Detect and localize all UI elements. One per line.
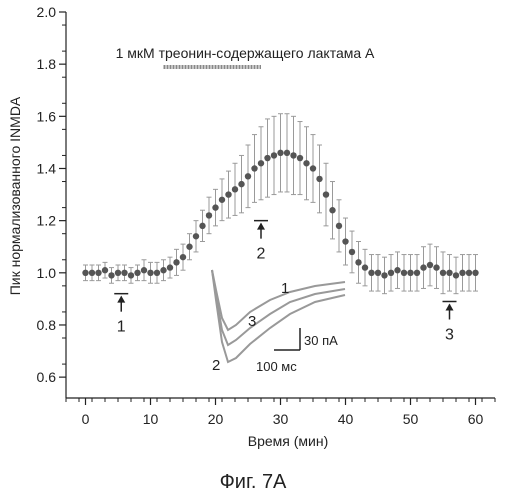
- data-point: [427, 262, 433, 268]
- data-point: [219, 197, 225, 203]
- data-point: [453, 272, 459, 278]
- inset-traces: 1 3 2 30 пА 100 мс: [212, 270, 345, 374]
- y-tick-label: 1.8: [37, 56, 57, 72]
- data-point: [180, 254, 186, 260]
- inset-label-1: 1: [281, 280, 289, 297]
- data-point: [440, 270, 446, 276]
- y-tick-label: 1.2: [37, 213, 57, 229]
- data-point: [375, 270, 381, 276]
- y-tick-label: 0.6: [37, 369, 57, 385]
- data-point: [212, 204, 218, 210]
- data-point: [238, 181, 244, 187]
- x-ticks: 0 10 20 30 40 50 60: [66, 398, 495, 427]
- data-point: [401, 270, 407, 276]
- data-point: [316, 176, 322, 182]
- data-point: [407, 270, 413, 276]
- inset-label-2: 2: [212, 357, 220, 374]
- data-point: [381, 272, 387, 278]
- marker-label: 3: [445, 327, 454, 344]
- y-ticks: 0.6 0.8 1.0 1.2 1.4 1.6 1.8 2.0: [37, 4, 66, 385]
- data-point: [193, 233, 199, 239]
- data-point: [368, 270, 374, 276]
- x-tick-label: 0: [82, 411, 90, 427]
- data-point: [297, 155, 303, 161]
- data-point: [355, 259, 361, 265]
- data-point: [251, 165, 257, 171]
- data-point: [102, 267, 108, 273]
- y-tick-label: 1.6: [37, 108, 57, 124]
- x-tick-label: 60: [468, 411, 484, 427]
- data-point: [134, 270, 140, 276]
- data-point: [199, 223, 205, 229]
- data-point: [271, 152, 277, 158]
- marker-label: 1: [117, 319, 126, 336]
- data-point: [388, 270, 394, 276]
- data-point: [420, 264, 426, 270]
- data-point: [342, 238, 348, 244]
- y-tick-label: 1.4: [37, 160, 57, 176]
- scale-y-label: 30 пА: [304, 333, 338, 348]
- data-point: [115, 270, 121, 276]
- marker-label: 2: [257, 246, 266, 263]
- data-point: [141, 267, 147, 273]
- y-axis-label: Пик нормализованного INMDA: [7, 96, 23, 295]
- data-point: [394, 267, 400, 273]
- figure-label: Фиг. 7А: [220, 471, 287, 493]
- y-tick-label: 2.0: [37, 4, 57, 20]
- data-point: [290, 152, 296, 158]
- data-point: [154, 270, 160, 276]
- data-point: [349, 249, 355, 255]
- data-point: [466, 270, 472, 276]
- data-point: [225, 191, 231, 197]
- data-point: [95, 270, 101, 276]
- data-point: [329, 207, 335, 213]
- data-point: [258, 160, 264, 166]
- data-point: [232, 186, 238, 192]
- data-point: [310, 165, 316, 171]
- error-bars: [83, 114, 478, 294]
- data-point: [245, 173, 251, 179]
- data-point: [186, 244, 192, 250]
- marker-arrow-head: [117, 296, 125, 303]
- data-point: [323, 191, 329, 197]
- data-point: [284, 150, 290, 156]
- data-point: [414, 270, 420, 276]
- data-point: [89, 270, 95, 276]
- x-tick-label: 40: [338, 411, 354, 427]
- marker-arrow-head: [446, 304, 454, 311]
- y-tick-label: 0.8: [37, 317, 57, 333]
- data-point: [128, 272, 134, 278]
- x-tick-label: 30: [273, 411, 289, 427]
- data-point: [336, 223, 342, 229]
- marker-arrow-head: [257, 223, 265, 230]
- data-point: [173, 259, 179, 265]
- data-point: [264, 155, 270, 161]
- data-point: [472, 270, 478, 276]
- data-point: [459, 270, 465, 276]
- inset-label-3: 3: [248, 313, 256, 330]
- data-point: [277, 150, 283, 156]
- scale-x-label: 100 мс: [256, 359, 297, 374]
- data-point: [446, 270, 452, 276]
- data-point: [167, 264, 173, 270]
- y-tick-label: 1.0: [37, 265, 57, 281]
- data-point: [121, 270, 127, 276]
- data-point: [206, 212, 212, 218]
- data-point: [82, 270, 88, 276]
- data-point: [433, 264, 439, 270]
- x-tick-label: 20: [208, 411, 224, 427]
- drug-label: 1 мкМ треонин-содержащего лактама А: [116, 45, 375, 61]
- x-tick-label: 50: [403, 411, 419, 427]
- data-point: [303, 160, 309, 166]
- x-axis-label: Время (мин): [248, 433, 329, 449]
- data-point: [160, 267, 166, 273]
- data-point: [108, 272, 114, 278]
- data-point: [362, 264, 368, 270]
- x-tick-label: 10: [143, 411, 159, 427]
- data-point: [147, 270, 153, 276]
